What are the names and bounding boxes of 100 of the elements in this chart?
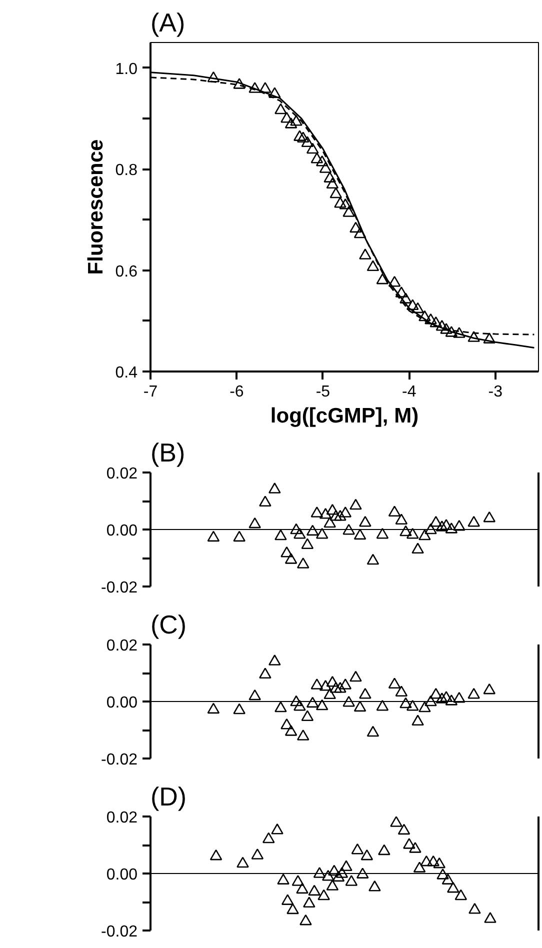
point xyxy=(350,498,362,510)
point xyxy=(284,117,298,128)
point xyxy=(430,688,442,699)
point xyxy=(300,914,312,926)
point xyxy=(409,842,422,853)
point xyxy=(430,516,442,527)
point xyxy=(342,696,355,707)
point xyxy=(207,530,220,542)
point xyxy=(345,875,358,886)
y-tick-label: -0.02 xyxy=(101,580,138,596)
point xyxy=(306,142,319,154)
point xyxy=(310,678,324,690)
point xyxy=(332,870,345,882)
point xyxy=(468,331,480,342)
point xyxy=(330,682,342,693)
chart-title: (D) xyxy=(150,782,187,812)
point xyxy=(418,529,431,540)
point xyxy=(334,682,346,693)
point xyxy=(427,855,440,866)
point xyxy=(301,136,314,148)
point xyxy=(440,519,452,530)
point xyxy=(350,670,362,682)
point xyxy=(412,302,424,314)
point xyxy=(251,848,264,860)
point xyxy=(324,516,336,528)
point xyxy=(274,529,287,540)
point xyxy=(236,856,249,868)
x-tick-label: -6 xyxy=(230,384,244,400)
point xyxy=(233,530,246,542)
point xyxy=(308,884,320,896)
y-axis-title: Fluorescence xyxy=(84,139,108,275)
point xyxy=(316,155,328,166)
point xyxy=(294,700,306,711)
y-tick-label: 1.0 xyxy=(115,60,138,78)
point xyxy=(436,868,449,880)
point xyxy=(398,824,410,835)
point xyxy=(301,710,314,721)
point xyxy=(233,78,246,89)
point xyxy=(207,702,220,714)
point xyxy=(301,538,314,549)
point xyxy=(292,875,304,886)
point xyxy=(296,558,310,568)
point xyxy=(328,864,340,876)
point xyxy=(310,152,324,164)
point xyxy=(395,514,408,524)
point xyxy=(324,172,336,182)
point xyxy=(342,206,355,217)
point xyxy=(274,103,287,114)
point xyxy=(366,726,380,737)
y-tick-label: -0.02 xyxy=(101,924,138,940)
point xyxy=(430,316,442,328)
point xyxy=(424,313,437,324)
point xyxy=(406,528,419,539)
point xyxy=(445,326,458,337)
point xyxy=(436,520,448,532)
point xyxy=(318,889,330,900)
point xyxy=(339,678,352,690)
point xyxy=(483,511,496,522)
point xyxy=(296,132,310,142)
point xyxy=(336,867,348,878)
x-tick-label: -7 xyxy=(143,384,158,400)
point xyxy=(233,703,246,714)
point xyxy=(351,843,364,854)
point xyxy=(436,692,448,704)
point xyxy=(354,700,366,712)
point xyxy=(378,844,390,856)
point xyxy=(440,322,452,334)
point xyxy=(316,699,328,710)
point xyxy=(248,82,261,93)
point xyxy=(468,902,481,914)
point xyxy=(322,870,334,881)
point xyxy=(330,510,342,521)
point xyxy=(326,880,339,890)
point xyxy=(388,506,401,517)
point xyxy=(296,730,310,740)
point xyxy=(366,554,380,565)
chart-title: (B) xyxy=(150,438,186,468)
y-tick-label: 0.00 xyxy=(106,866,138,884)
point xyxy=(342,524,355,535)
y-tick-label: 0.02 xyxy=(106,466,138,482)
point xyxy=(445,522,458,534)
point xyxy=(259,82,272,93)
y-tick-label: -0.02 xyxy=(101,752,138,768)
y-tick-label: 0.8 xyxy=(115,162,138,180)
point xyxy=(400,292,412,304)
point xyxy=(395,686,408,696)
point xyxy=(400,697,412,708)
x-tick-label: -4 xyxy=(402,384,416,400)
point xyxy=(376,528,389,539)
point xyxy=(403,838,416,849)
point xyxy=(319,680,332,691)
chart-title: (C) xyxy=(150,610,187,640)
point xyxy=(274,701,287,712)
point xyxy=(268,654,281,666)
point xyxy=(281,894,294,905)
point xyxy=(412,714,424,726)
point xyxy=(303,896,316,908)
point xyxy=(418,701,431,712)
point xyxy=(286,903,299,914)
point xyxy=(359,516,372,527)
